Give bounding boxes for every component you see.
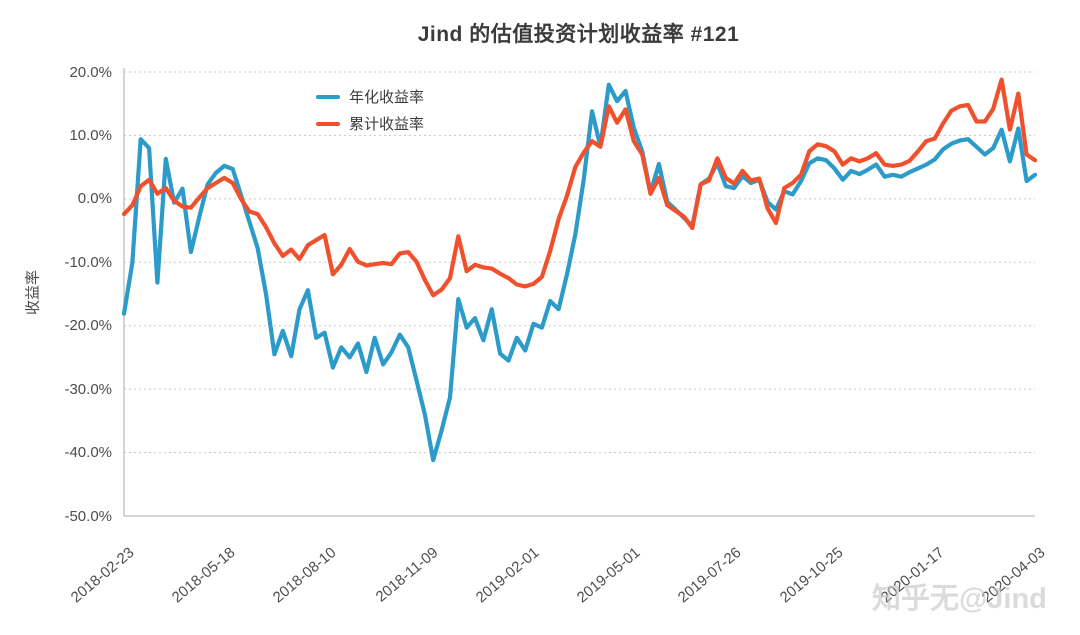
legend-swatch-cumulative-icon <box>316 121 340 126</box>
legend-swatch-annualized-icon <box>316 94 340 99</box>
series-line-1 <box>121 77 1038 298</box>
legend-item-annualized: 年化收益率 <box>316 86 424 107</box>
y-tick-label: 20.0% <box>69 63 112 81</box>
chart-title: Jind 的估值投资计划收益率 #121 <box>417 23 740 46</box>
y-tick-label: 10.0% <box>69 126 112 144</box>
y-tick-label: -40.0% <box>64 444 112 462</box>
legend-label-annualized: 年化收益率 <box>349 89 425 106</box>
legend-label-cumulative: 累计收益率 <box>349 116 425 133</box>
y-tick-label: -20.0% <box>64 317 112 335</box>
y-tick-label: -50.0% <box>64 507 112 525</box>
y-tick-label: -30.0% <box>64 380 112 398</box>
y-tick-label: 0.0% <box>77 190 112 208</box>
watermark: 知乎无@Jind <box>872 583 1047 615</box>
y-tick-label: -10.0% <box>64 253 112 271</box>
legend: 年化收益率 累计收益率 <box>316 86 424 134</box>
series-line-0 <box>121 82 1038 463</box>
legend-item-cumulative: 累计收益率 <box>316 113 424 134</box>
